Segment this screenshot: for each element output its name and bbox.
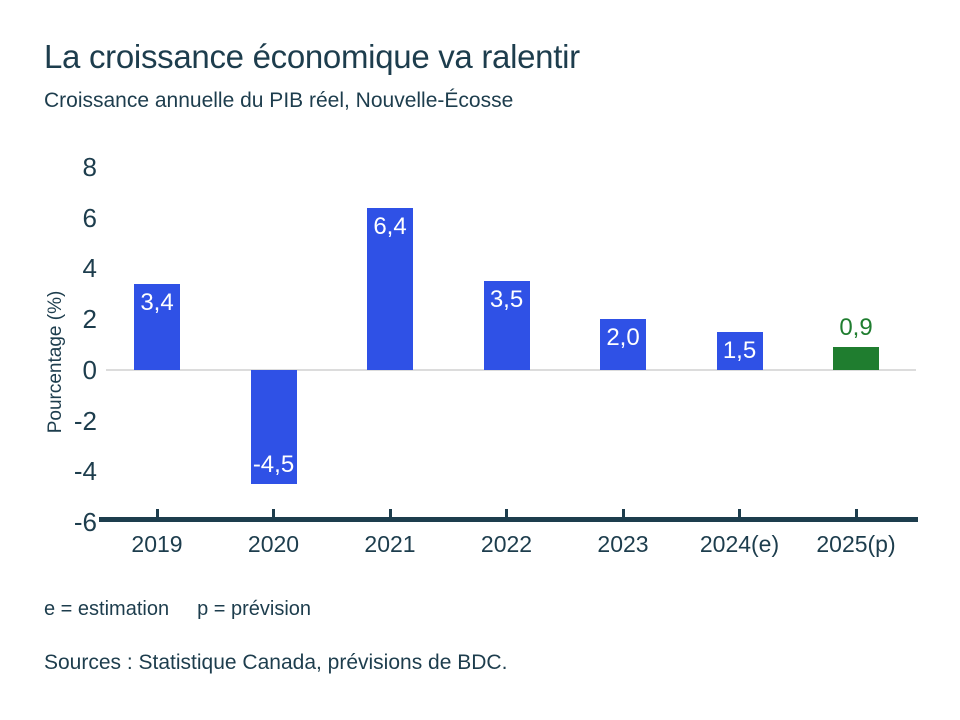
x-axis-label: 2023 [597,530,649,557]
footnote: e = estimation p = prévision [44,598,311,621]
sources-line: Sources : Statistique Canada, prévisions… [44,651,508,674]
y-axis-tick-label: 6 [82,202,97,233]
y-axis-tick-label: 0 [82,354,97,385]
x-axis-label: 2024(e) [699,530,780,557]
zero-gridline [106,368,916,371]
x-axis-tick [854,508,858,517]
bar-2024(e) [716,331,763,370]
bar-value-label: 3,4 [140,288,174,316]
bar-value-label: 1,5 [722,336,757,364]
x-axis-label: 2022 [480,530,533,557]
footnote-prevision: p = prévision [197,598,312,620]
x-axis-tick [621,508,625,517]
bar-value-label: -4,5 [252,450,295,478]
y-axis-tick-label: 4 [82,253,97,284]
y-axis-tick-label: 8 [82,152,97,182]
bar-2019 [134,283,180,370]
y-axis-tick-label: 2 [82,304,97,335]
bar-value-label: 0,9 [839,313,873,341]
footnote-estimation: e = estimation [44,598,170,620]
y-axis-tick-label: -6 [73,506,97,537]
page-title: La croissance économique va ralentir [44,38,580,75]
bar-2025(p) [833,346,879,370]
x-axis-label: 2025(p) [816,530,896,557]
bar-2023 [600,319,646,370]
bar-2022 [483,281,530,370]
x-axis-line [99,516,918,522]
x-axis-label: 2021 [364,530,416,557]
bar-2021 [367,207,413,370]
x-axis-label: 2019 [131,530,183,557]
bar-2020 [250,369,297,484]
bar-value-label: 2,0 [606,324,640,352]
x-axis-tick [505,508,508,517]
x-axis-tick [272,508,275,517]
x-axis-tick [738,508,741,517]
y-axis-tick-label: -2 [73,405,97,436]
bar-value-label: 6,4 [373,212,407,240]
y-axis-tick-label: -4 [73,456,97,487]
x-axis-tick [155,508,159,517]
x-axis-tick [388,508,392,517]
x-axis-label: 2020 [247,530,300,557]
bar-value-label: 3,5 [489,286,524,314]
chart-subtitle: Croissance annuelle du PIB réel, Nouvell… [44,89,514,112]
